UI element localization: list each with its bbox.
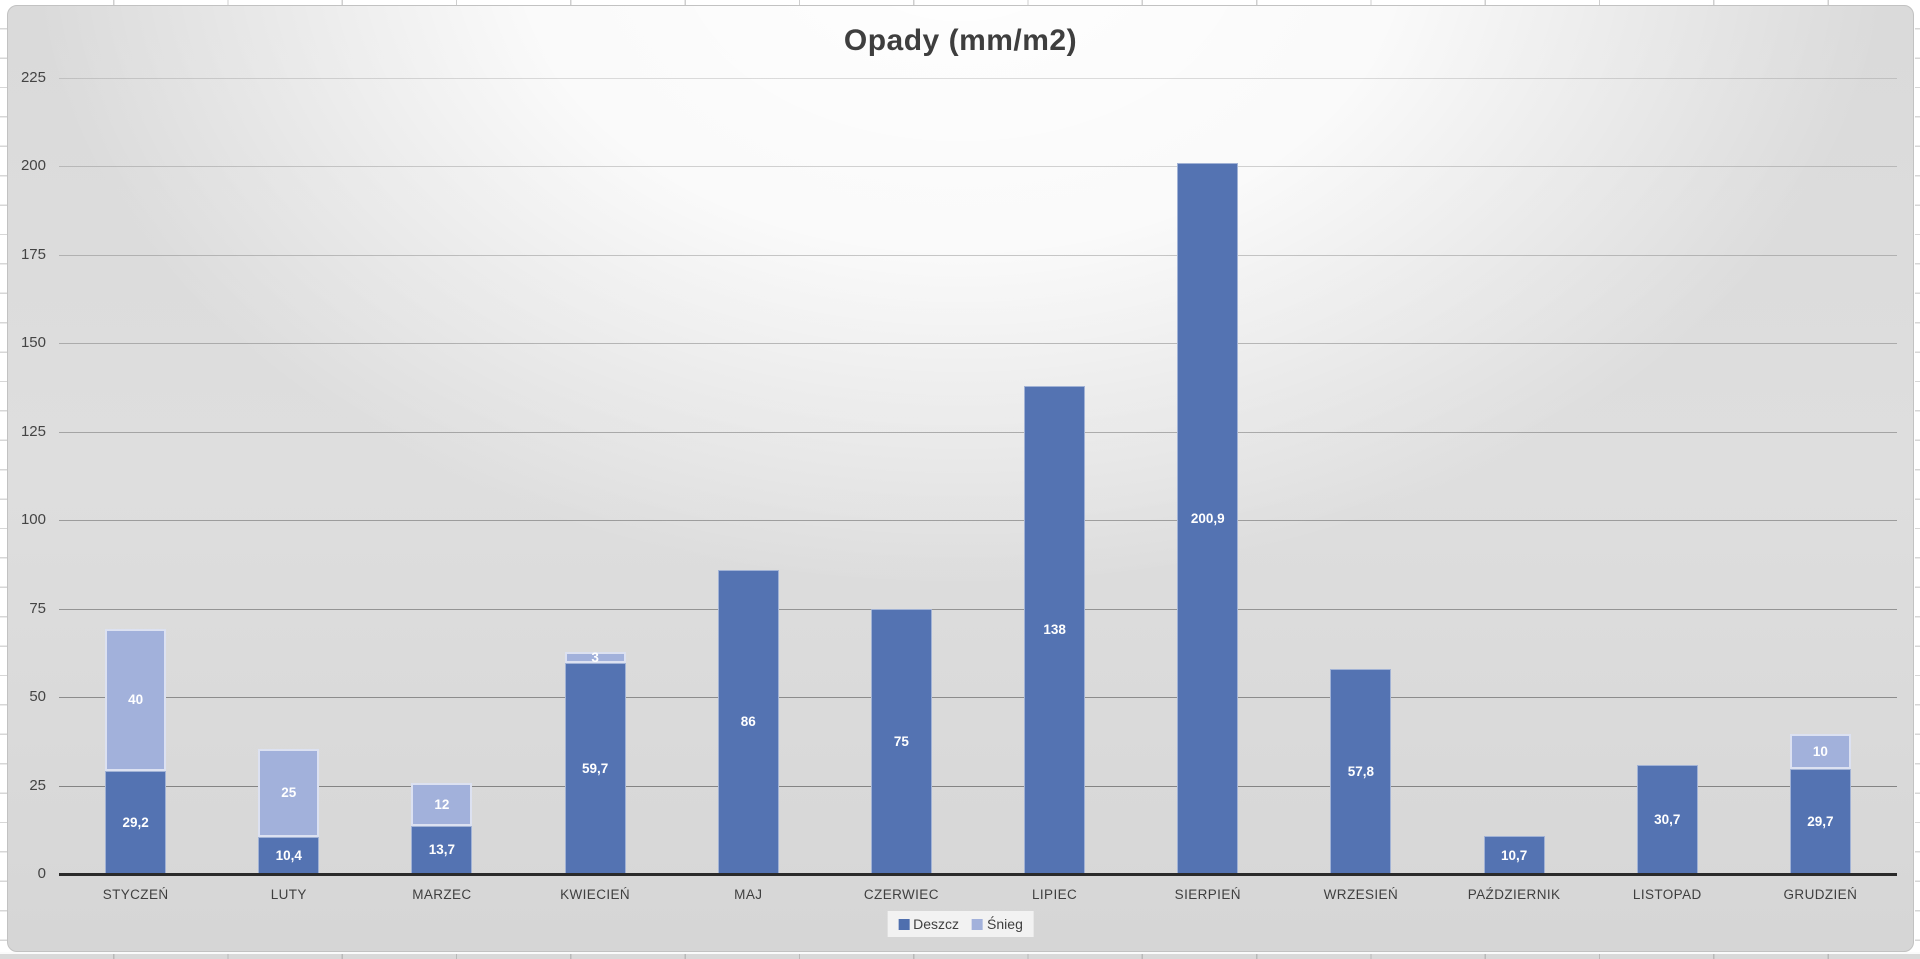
y-axis-tick-label: 25 <box>29 776 46 794</box>
bar-value-label: 75 <box>893 733 909 749</box>
spreadsheet-rows-left-edge <box>0 0 8 953</box>
x-axis-label: LIPIEC <box>1032 887 1078 902</box>
x-axis-label: MAJ <box>734 887 763 902</box>
gridline <box>59 166 1897 167</box>
x-axis-label: LISTOPAD <box>1632 887 1702 902</box>
spreadsheet-row-bottom-edge <box>0 952 1920 959</box>
bar-value-label: 57,8 <box>1347 764 1375 780</box>
gridline <box>59 77 1897 79</box>
gridline <box>59 343 1897 344</box>
y-axis-tick-label: 150 <box>20 334 46 351</box>
x-axis-label: MARZEC <box>412 887 472 902</box>
y-axis-tick-label: 75 <box>29 599 46 617</box>
bar-segment-deszcz[interactable]: 86 <box>717 569 779 874</box>
gridline <box>59 520 1897 521</box>
y-axis-tick-label: 100 <box>20 511 46 528</box>
x-axis-label: CZERWIEC <box>863 887 939 902</box>
bar-value-label: 10,4 <box>275 848 302 864</box>
y-axis-tick-label: 225 <box>20 68 46 86</box>
y-axis-tick-label: 175 <box>20 245 46 263</box>
bar-segment-deszcz[interactable]: 10,7 <box>1483 836 1545 874</box>
bar-segment-snieg[interactable]: 25 <box>258 748 320 838</box>
bar-segment-deszcz[interactable]: 29,2 <box>105 770 167 874</box>
bar-segment-deszcz[interactable]: 30,7 <box>1636 765 1698 874</box>
bar-segment-snieg[interactable]: 3 <box>564 649 626 665</box>
legend-label: Deszcz <box>913 916 960 932</box>
bar-segment-deszcz[interactable]: 138 <box>1024 385 1086 874</box>
gridline <box>59 785 1897 787</box>
bar-segment-deszcz[interactable]: 75 <box>870 608 932 874</box>
bar-segment-snieg[interactable]: 40 <box>105 629 167 771</box>
bar-segment-snieg[interactable]: 12 <box>411 783 473 826</box>
bar-segment-deszcz[interactable]: 29,7 <box>1789 768 1851 874</box>
gridline <box>59 254 1897 256</box>
legend-item-snieg[interactable]: Śnieg <box>972 916 1023 932</box>
bar-value-label: 3 <box>591 649 599 665</box>
bar-segment-snieg[interactable]: 10 <box>1789 733 1851 769</box>
bar-segment-deszcz[interactable]: 10,4 <box>258 837 320 874</box>
bar-value-label: 29,7 <box>1807 813 1834 829</box>
bar-segment-deszcz[interactable]: 57,8 <box>1330 669 1392 874</box>
y-axis-tick-label: 200 <box>20 157 46 174</box>
bar-value-label: 59,7 <box>581 760 609 776</box>
x-axis-label: GRUDZIEŃ <box>1783 887 1858 902</box>
bar-value-label: 40 <box>128 692 144 708</box>
deszcz-swatch-icon <box>898 918 910 930</box>
x-axis-label: KWIECIEŃ <box>560 887 631 902</box>
bar-value-label: 13,7 <box>428 842 456 858</box>
bar-value-label: 29,2 <box>122 814 149 830</box>
bar-segment-deszcz[interactable]: 59,7 <box>564 662 626 874</box>
spreadsheet-rows-right-edge <box>1915 0 1920 953</box>
snieg-swatch-icon <box>972 918 984 930</box>
bar-value-label: 200,9 <box>1190 510 1225 526</box>
bar-segment-deszcz[interactable]: 13,7 <box>411 825 473 874</box>
x-axis-line <box>59 873 1897 876</box>
bar-value-label: 10,7 <box>1500 847 1528 863</box>
gridline <box>59 431 1897 433</box>
bar-value-label: 30,7 <box>1654 812 1681 828</box>
x-axis-label: STYCZEŃ <box>102 887 169 902</box>
x-axis-label: LUTY <box>270 887 307 902</box>
gridline <box>59 608 1897 610</box>
x-axis-label: PAŹDZIERNIK <box>1467 887 1561 902</box>
legend-item-deszcz[interactable]: Deszcz <box>898 916 959 932</box>
y-axis-tick-label: 0 <box>37 865 46 882</box>
bar-segment-deszcz[interactable]: 200,9 <box>1177 162 1239 874</box>
bar-value-label: 10 <box>1812 743 1828 759</box>
x-axis-label: SIERPIEŃ <box>1174 887 1241 902</box>
bar-value-label: 25 <box>281 785 297 801</box>
bar-value-label: 138 <box>1043 622 1066 638</box>
gridline <box>59 697 1897 698</box>
y-axis-tick-label: 125 <box>20 422 46 440</box>
bar-value-label: 12 <box>434 796 450 812</box>
y-axis-tick-label: 50 <box>29 688 46 705</box>
x-axis-label: WRZESIEŃ <box>1323 887 1399 902</box>
spreadsheet-columns-top-edge <box>0 0 1920 6</box>
bar-value-label: 86 <box>740 714 756 730</box>
legend-label: Śnieg <box>987 916 1023 932</box>
chart-title: Opady (mm/m2) <box>843 24 1078 57</box>
legend[interactable]: Deszcz Śnieg <box>887 911 1034 937</box>
chart-area[interactable]: Opady (mm/m2) 0 25 50 75 100 125 150 175 200 225 2… <box>7 5 1914 952</box>
